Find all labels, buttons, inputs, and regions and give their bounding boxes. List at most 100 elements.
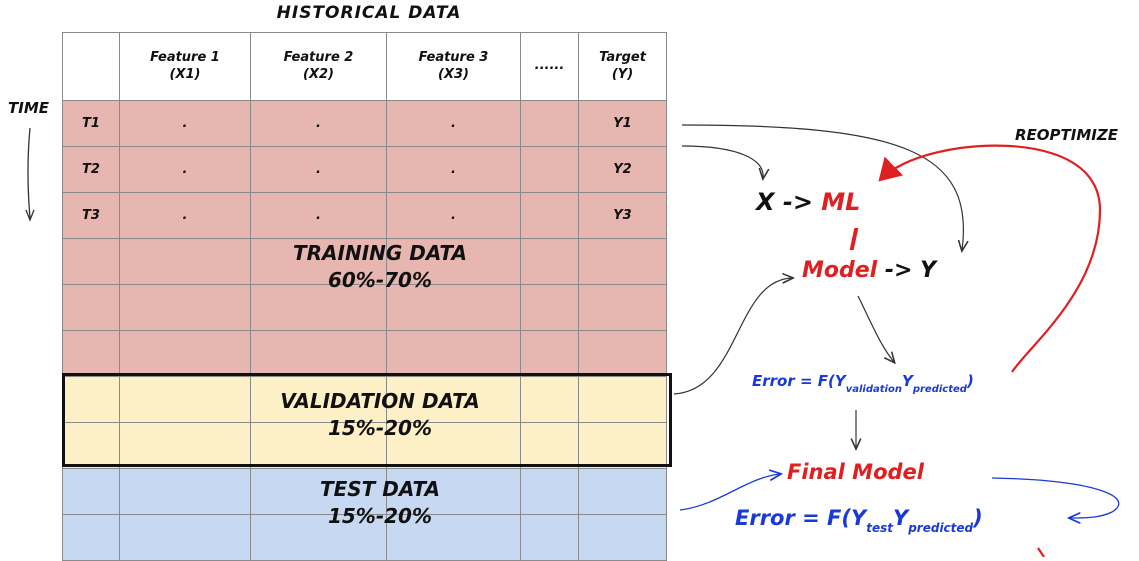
x-arrow-text: X -> xyxy=(756,188,813,216)
table-cell xyxy=(62,238,120,285)
table-cell xyxy=(386,330,521,377)
column-header-3: Feature 3 (X3) xyxy=(386,32,521,101)
error-val-sub1: validation xyxy=(845,384,902,395)
x-input-arrow xyxy=(681,145,763,178)
table-cell xyxy=(578,238,667,285)
table-cell xyxy=(250,330,387,377)
table-cell xyxy=(119,376,251,423)
table-cell xyxy=(520,238,579,285)
table-cell xyxy=(520,468,579,515)
model-text: Model xyxy=(802,258,878,283)
test-error-formula: Error = F(YtestYpredicted) xyxy=(735,506,983,535)
table-row: T3... Y3 xyxy=(62,192,667,239)
table-cell xyxy=(62,330,120,377)
table-cell: T2 xyxy=(62,146,120,193)
table-cell xyxy=(578,422,667,469)
table-cell: . xyxy=(386,146,521,193)
reoptimize-label: REOPTIMIZE xyxy=(1015,126,1118,144)
table-cell xyxy=(386,468,521,515)
column-header-5: Target (Y) xyxy=(578,32,667,101)
table-cell xyxy=(578,514,667,561)
training-percent: 60%-70% xyxy=(327,268,433,292)
table-row: T2... Y2 xyxy=(62,146,667,193)
table-cell xyxy=(250,238,387,285)
column-header-2: Feature 2 (X2) xyxy=(250,32,387,101)
table-cell: Y1 xyxy=(578,100,667,147)
table-cell xyxy=(386,284,521,331)
diagram-title: HISTORICAL DATA xyxy=(276,3,462,23)
test-percent: 15%-20% xyxy=(327,504,433,528)
table-cell xyxy=(520,330,579,377)
table-cell xyxy=(250,376,387,423)
table-cell xyxy=(119,514,251,561)
x-to-ml-label: X -> ML xyxy=(756,188,860,216)
table-cell xyxy=(386,238,521,285)
table-cell xyxy=(62,284,120,331)
table-cell xyxy=(520,376,579,423)
error-test-sub2: predicted xyxy=(908,521,974,535)
test-name: TEST DATA xyxy=(319,477,441,501)
error-test-prefix: Error = F(Y xyxy=(735,506,867,530)
table-cell: Y2 xyxy=(578,146,667,193)
ml-connector xyxy=(849,228,859,250)
table-cell: . xyxy=(119,100,251,147)
table-cell: T3 xyxy=(62,192,120,239)
error-val-mid: Y xyxy=(901,372,913,390)
test-to-final-arrow xyxy=(679,474,780,511)
table-header-row: Feature 1 (X1) Feature 2 (X2) Feature 3 (X… xyxy=(62,32,667,101)
table-row: T1... Y1 xyxy=(62,100,667,147)
training-band-label: TRAINING DATA 60%-70% xyxy=(220,240,540,294)
model-to-error-arrow xyxy=(857,295,894,362)
table-cell xyxy=(386,376,521,423)
validation-percent: 15%-20% xyxy=(327,416,433,440)
table-cell xyxy=(250,422,387,469)
table-row xyxy=(62,238,667,285)
table-cell: Y3 xyxy=(578,192,667,239)
table-cell xyxy=(62,514,120,561)
table-cell xyxy=(62,422,120,469)
final-to-test-error-arrow xyxy=(991,477,1120,518)
final-model-label: Final Model xyxy=(787,460,924,484)
table-cell: . xyxy=(250,146,387,193)
table-cell xyxy=(520,192,579,239)
test-band-label: TEST DATA 15%-20% xyxy=(220,476,540,530)
table-cell xyxy=(119,330,251,377)
table-cell: . xyxy=(119,146,251,193)
bottom-red-mark xyxy=(1037,547,1045,557)
table-row xyxy=(62,514,667,561)
table-body: T1... Y1 T2... Y2 T3... Y3 xyxy=(62,100,667,561)
table-cell xyxy=(119,468,251,515)
validation-band-label: VALIDATION DATA 15%-20% xyxy=(220,388,540,442)
error-test-mid: Y xyxy=(892,506,909,530)
time-arrow-icon xyxy=(25,127,35,222)
table-cell xyxy=(250,284,387,331)
column-header-1: Feature 1 (X1) xyxy=(119,32,251,101)
table-cell xyxy=(62,376,120,423)
table-cell xyxy=(250,514,387,561)
table-cell xyxy=(520,146,579,193)
historical-data-table: Feature 1 (X1) Feature 2 (X2) Feature 3 (X… xyxy=(62,32,667,561)
error-val-prefix: Error = F(Y xyxy=(752,372,846,390)
table-cell xyxy=(520,514,579,561)
table-cell: . xyxy=(386,100,521,147)
validation-name: VALIDATION DATA xyxy=(280,389,480,413)
ml-text: ML xyxy=(821,188,861,216)
column-header-0 xyxy=(62,32,120,101)
table-cell: T1 xyxy=(62,100,120,147)
table-cell: . xyxy=(250,100,387,147)
time-label: TIME xyxy=(8,99,49,117)
error-val-sub2: predicted xyxy=(912,384,967,395)
model-to-y-label: Model -> Y xyxy=(802,258,936,283)
table-cell xyxy=(578,376,667,423)
table-cell xyxy=(578,284,667,331)
table-row xyxy=(62,376,667,423)
error-test-suffix: ) xyxy=(973,506,983,530)
error-test-sub1: test xyxy=(866,521,893,535)
table-row xyxy=(62,330,667,377)
to-y-text: -> Y xyxy=(884,258,937,283)
table-cell xyxy=(386,422,521,469)
table-cell: . xyxy=(250,192,387,239)
validation-error-formula: Error = F(YvalidationYpredicted) xyxy=(752,372,974,395)
table-cell xyxy=(250,468,387,515)
table-cell xyxy=(119,238,251,285)
